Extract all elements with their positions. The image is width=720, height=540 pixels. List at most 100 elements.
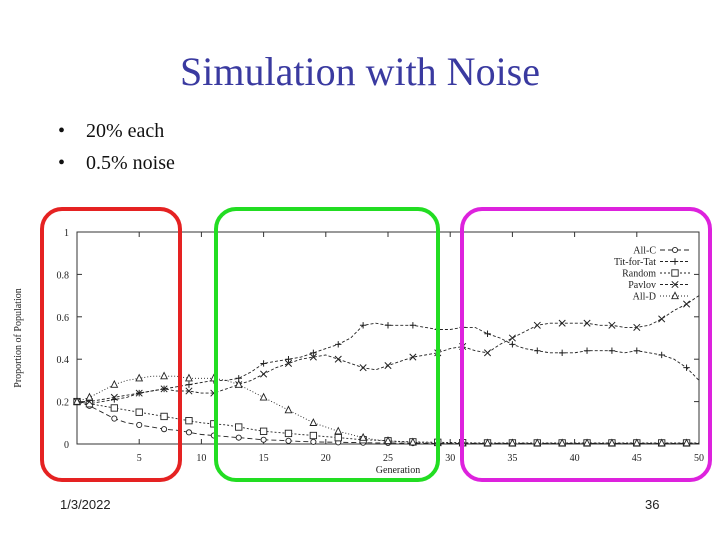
data-point	[110, 404, 118, 412]
data-point	[657, 438, 666, 447]
data-point	[260, 370, 268, 378]
legend-label: Tit-for-Tat	[614, 257, 656, 268]
data-point	[85, 392, 94, 401]
data-point	[111, 415, 118, 422]
data-point	[583, 319, 591, 327]
x-tick-label: 5	[137, 453, 142, 464]
data-point	[110, 379, 119, 388]
data-point	[558, 438, 567, 447]
legend-label: Random	[622, 269, 656, 280]
data-point	[608, 321, 616, 329]
y-tick-label: 0.2	[57, 398, 70, 409]
data-point	[334, 433, 342, 442]
data-point	[135, 408, 143, 416]
x-tick-label: 25	[383, 453, 393, 464]
data-point	[309, 418, 318, 426]
data-point	[161, 426, 168, 433]
data-point	[508, 334, 516, 342]
bullet-item: • 20% each	[58, 117, 175, 149]
data-point	[160, 385, 168, 393]
plot-frame	[76, 231, 700, 445]
data-point	[359, 322, 367, 329]
legend-marker	[671, 246, 679, 254]
highlight-box-green	[214, 207, 440, 482]
data-point	[658, 315, 666, 323]
data-point	[284, 405, 293, 414]
x-axis-label: Generation	[376, 465, 420, 476]
data-point	[260, 360, 267, 367]
data-point	[533, 438, 542, 447]
data-point	[185, 387, 193, 395]
data-point	[658, 351, 665, 359]
bullet-text: 20% each	[86, 120, 165, 142]
highlight-box-red	[40, 207, 182, 482]
legend-label: All-D	[633, 292, 656, 303]
series-line-tit-for-tat	[76, 322, 700, 405]
data-point	[259, 392, 268, 401]
data-point	[185, 429, 193, 436]
data-point	[309, 431, 318, 440]
legend-marker	[671, 291, 679, 300]
data-point	[384, 362, 392, 370]
data-point	[633, 347, 640, 354]
data-point	[533, 321, 541, 329]
data-point	[136, 421, 143, 428]
data-point	[334, 426, 343, 435]
bullet-marker: •	[58, 120, 66, 142]
data-point	[509, 341, 516, 348]
data-point	[483, 438, 492, 447]
x-tick-label: 45	[632, 453, 642, 464]
data-point	[160, 412, 168, 421]
x-tick-label: 30	[445, 453, 455, 464]
bullet-text: 0.5% noise	[86, 152, 175, 174]
y-axis-label: Proportion of Population	[13, 288, 24, 387]
page-number: 36	[645, 497, 660, 512]
bullet-item: • 0.5% noise	[58, 149, 175, 181]
data-point	[484, 330, 491, 337]
data-point	[508, 438, 517, 447]
data-point	[309, 353, 317, 361]
y-tick-label: 0	[64, 440, 69, 451]
data-point	[359, 432, 368, 441]
data-point	[310, 349, 317, 357]
data-point	[334, 355, 342, 363]
data-point	[409, 322, 417, 329]
data-point	[185, 373, 193, 382]
data-point	[284, 429, 293, 438]
highlight-box-magenta	[460, 207, 712, 482]
data-point	[558, 349, 566, 357]
series-line-all-d	[76, 375, 699, 444]
data-point	[73, 396, 81, 405]
data-point	[607, 438, 616, 447]
data-point	[85, 400, 94, 408]
data-point	[608, 347, 616, 354]
line-chart: 00.20.40.60.815 10 15 20 25 30 35 40 45 50Generat…	[13, 207, 712, 482]
footer-date: 1/3/2022	[60, 497, 111, 512]
series-line-pavlov	[77, 295, 700, 403]
bullet-list: • 20% each • 0.5% noise	[58, 117, 175, 181]
x-tick-label: 50	[694, 453, 704, 464]
x-tick-label: 10	[196, 453, 206, 464]
data-point	[583, 438, 591, 447]
data-point	[384, 322, 392, 329]
data-point	[359, 364, 367, 372]
data-point	[633, 323, 641, 331]
legend-marker	[671, 269, 679, 277]
bullet-marker: •	[58, 152, 66, 174]
x-tick-label: 35	[507, 453, 517, 464]
data-point	[558, 319, 566, 327]
data-point	[160, 371, 169, 380]
data-point	[259, 427, 268, 435]
slide-title: Simulation with Noise	[180, 49, 540, 94]
legend-label: Pavlov	[628, 280, 656, 291]
y-tick-label: 0.4	[57, 355, 70, 366]
data-point	[234, 379, 243, 388]
data-point	[285, 437, 292, 444]
y-tick-label: 0.8	[57, 270, 70, 281]
data-point	[110, 393, 118, 401]
legend-marker	[671, 280, 679, 289]
data-point	[683, 300, 691, 308]
data-point	[408, 437, 417, 446]
data-point	[284, 359, 293, 367]
